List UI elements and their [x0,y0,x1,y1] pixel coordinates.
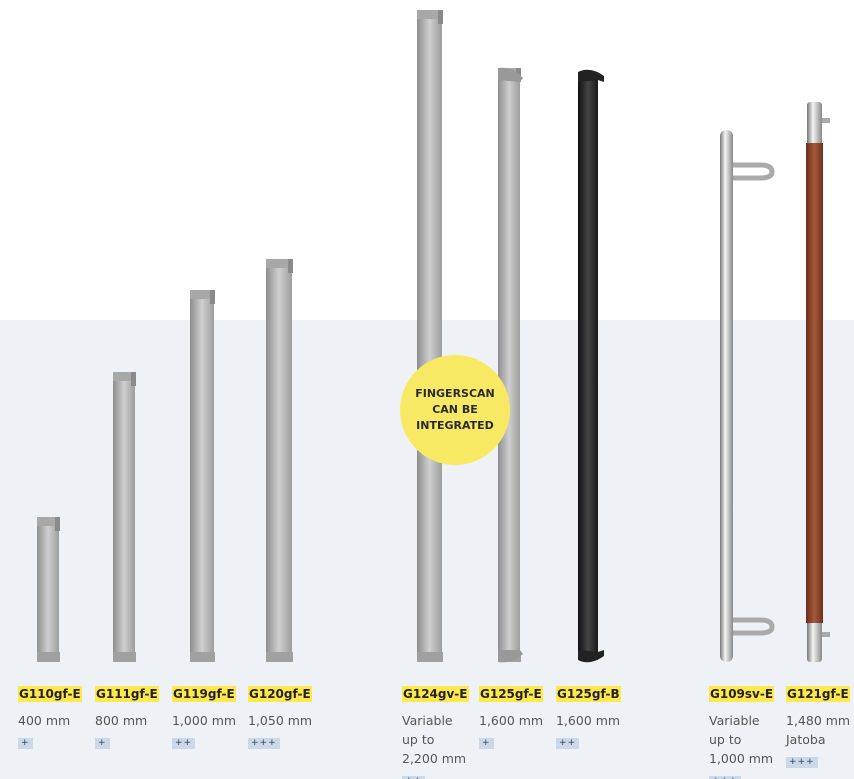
badge-line: FINGERSCAN [415,387,495,400]
product-rating: +++ [786,757,818,768]
description-line: up to [709,732,742,747]
badge-text: FINGERSCAN CAN BE INTEGRATED [415,386,495,434]
product-description: 1,050 mm [248,711,324,730]
product-info: G119gf-E 1,000 mm ++ [172,683,248,749]
product-rating: ++ [172,738,196,749]
handle-part [822,632,830,637]
product-description: 1,600 mm [556,711,632,730]
handle-part [417,10,443,19]
product-rating: + [95,738,110,749]
product-description: 400 mm [18,711,94,730]
handle-part [578,69,604,82]
description-line: 1,000 mm [172,713,237,728]
description-line: 1,050 mm [248,713,313,728]
product-description: 800 mm [95,711,171,730]
handle-part [266,652,293,662]
product-rating: + [479,738,494,749]
handle-part [822,118,830,123]
description-line: 1,000 mm [709,751,774,766]
handle-part [190,290,214,662]
product-description: Variable up to 1,000 mm [709,711,785,768]
handle-part [55,517,60,531]
product-name: G125gf-B [556,686,621,702]
product-description: 1,000 mm [172,711,248,730]
description-line: 1,480 mm [786,713,851,728]
description-line: Variable [402,713,453,728]
handle-part [720,130,733,662]
handle-part [733,617,775,636]
handle-part [288,259,293,273]
handle-part [190,290,215,299]
handle-part [37,652,60,662]
product-description: 1,600 mm [479,711,555,730]
handle-part [37,517,60,526]
description-line: up to [402,732,435,747]
product-description: Variable up to 2,200 mm [402,711,478,768]
product-name: G124gv-E [402,686,469,702]
handle-part [498,650,523,663]
handle-part [417,10,442,662]
handle-part [113,372,135,662]
product-info: G121gf-E 1,480 mm Jatoba +++ [786,683,854,768]
badge: FINGERSCAN CAN BE INTEGRATED [400,355,510,465]
handle-part [266,259,293,268]
description-line: 1,600 mm [479,713,544,728]
product-rating: +++ [709,776,741,779]
description-line: Jatoba [786,732,826,747]
handle-part [113,652,136,662]
handle-part [131,372,136,386]
handle-part [210,290,215,304]
handle-part [806,143,823,623]
handle-part [578,650,604,663]
badge-line: INTEGRATED [416,419,494,432]
product-info: G120gf-E 1,050 mm +++ [248,683,324,749]
product-name: G110gf-E [18,686,82,702]
handle-part [190,652,215,662]
product-info: G125gf-E 1,600 mm + [479,683,555,749]
handle-part [417,652,443,662]
description-line: 1,600 mm [556,713,621,728]
description-line: Variable [709,713,760,728]
badge-line: CAN BE [432,403,478,416]
product-info: G109sv-E Variable up to 1,000 mm +++ [709,683,785,779]
product-name: G125gf-E [479,686,543,702]
product-rating: ++ [556,738,580,749]
handle-part [438,10,443,24]
product-info: G110gf-E 400 mm + [18,683,94,749]
product-info: G124gv-E Variable up to 2,200 mm ++ [402,683,478,779]
handle-part [498,67,523,82]
product-info: G111gf-E 800 mm + [95,683,171,749]
handle-part [578,72,598,660]
handle-part [498,68,520,662]
handle-part [266,259,292,662]
handle-part [113,372,136,381]
product-name: G120gf-E [248,686,312,702]
handle-part [37,517,59,662]
product-name: G111gf-E [95,686,159,702]
product-name: G119gf-E [172,686,236,702]
product-name: G109sv-E [709,686,775,702]
product-description: 1,480 mm Jatoba [786,711,854,749]
product-info: G125gf-B 1,600 mm ++ [556,683,632,749]
description-line: 2,200 mm [402,751,467,766]
product-rating: +++ [248,738,280,749]
product-rating: + [18,738,33,749]
handle-part [733,162,775,181]
description-line: 800 mm [95,713,148,728]
description-line: 400 mm [18,713,71,728]
product-rating: ++ [402,776,426,779]
product-name: G121gf-E [786,686,850,702]
